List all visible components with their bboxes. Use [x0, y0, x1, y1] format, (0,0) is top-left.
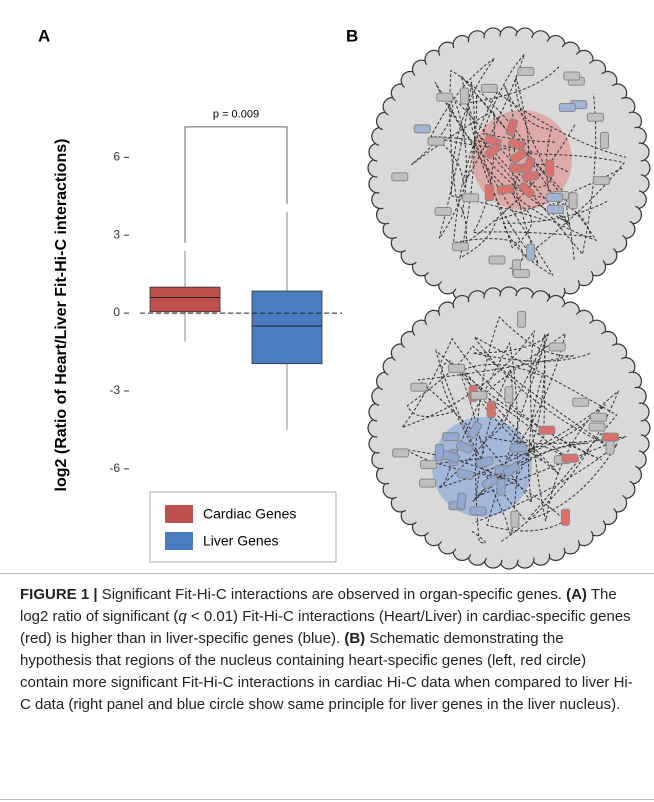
caption-label: (A)	[566, 586, 587, 603]
gene	[434, 443, 444, 461]
gene	[509, 443, 527, 453]
gene	[588, 422, 606, 432]
gene	[484, 184, 494, 202]
gene	[504, 386, 514, 404]
y-tick-label: 3	[113, 227, 120, 241]
gene	[419, 478, 437, 488]
chromatin	[429, 333, 607, 502]
gene	[470, 390, 488, 400]
gene	[467, 421, 483, 439]
y-tick-label: -3	[109, 383, 120, 397]
chromatin	[430, 53, 560, 265]
gene	[484, 143, 502, 159]
gene	[455, 440, 474, 454]
chromatin	[430, 57, 576, 244]
legend-swatch	[165, 505, 193, 523]
caption-symbol: q	[178, 608, 187, 625]
gene	[517, 310, 527, 328]
panel-label: B	[346, 26, 358, 45]
gene	[510, 510, 520, 528]
box	[149, 286, 221, 313]
chromatin	[406, 336, 618, 524]
y-tick-label: -6	[109, 461, 120, 475]
gene	[507, 137, 526, 151]
gene	[560, 508, 570, 526]
gene	[481, 474, 499, 490]
gene	[442, 450, 461, 463]
gene	[512, 268, 530, 278]
gene	[480, 83, 498, 93]
gene	[469, 506, 487, 516]
gene	[496, 478, 506, 496]
caption-label: FIGURE 1 |	[20, 586, 98, 603]
gene	[391, 172, 409, 182]
gene	[413, 124, 431, 134]
gene	[447, 363, 465, 373]
chromatin	[400, 330, 620, 543]
annotation: p = 0.009	[213, 109, 259, 121]
gene	[436, 92, 454, 102]
gene	[545, 159, 555, 177]
chromatin	[410, 93, 597, 256]
panel-label: A	[38, 26, 50, 45]
gene	[459, 87, 469, 105]
legend-frame	[149, 491, 337, 563]
gene	[442, 432, 460, 442]
legend-label: Liver Genes	[203, 533, 278, 549]
caption-text: Significant Fit-Hi-C interactions are ob…	[101, 586, 562, 603]
gene	[476, 455, 494, 469]
gene	[586, 112, 604, 122]
gene	[546, 204, 564, 214]
gene	[538, 425, 556, 435]
schematic	[367, 26, 651, 570]
gene	[420, 460, 438, 470]
y-tick-label: 6	[113, 149, 120, 163]
caption-text: The log2 ratio of significant (	[20, 586, 617, 625]
gene	[427, 136, 445, 146]
gene	[546, 192, 564, 202]
gene	[434, 207, 452, 217]
caption-text: Schematic demonstrating the hypothesis t…	[20, 630, 633, 713]
legend-label: Cardiac Genes	[203, 506, 296, 522]
gene	[561, 453, 579, 463]
gene	[563, 71, 581, 81]
gene	[451, 242, 469, 252]
significance-bracket	[184, 126, 288, 243]
legend-swatch	[165, 532, 193, 550]
gene	[592, 176, 610, 186]
gene	[517, 67, 535, 77]
gene	[496, 184, 515, 195]
gene	[518, 181, 535, 199]
gene	[462, 193, 480, 203]
gene	[456, 468, 474, 481]
gene	[599, 131, 609, 149]
caption-label: (B)	[344, 630, 366, 647]
gene	[590, 412, 608, 422]
gene	[502, 462, 520, 477]
gene	[572, 397, 590, 407]
gene	[456, 492, 467, 510]
gene	[486, 400, 496, 418]
figure: A B log2 (Ratio of Heart/Liver Fit-Hi-C …	[38, 26, 651, 570]
y-axis-label: log2 (Ratio of Heart/Liver Fit-Hi-C inte…	[53, 139, 70, 492]
gene	[505, 118, 519, 137]
gene	[509, 148, 528, 164]
gene	[526, 243, 536, 261]
y-tick-label: 0	[113, 305, 120, 319]
caption: FIGURE 1 | Significant Fit-Hi-C interact…	[0, 573, 654, 800]
gene	[522, 156, 536, 174]
gene	[601, 432, 619, 442]
caption-text: < 0.01) Fit-Hi-C interactions (Heart/Liv…	[20, 608, 631, 647]
gene	[488, 255, 506, 265]
gene	[410, 382, 428, 392]
gene	[558, 102, 576, 112]
gene	[392, 448, 410, 458]
gene	[568, 192, 578, 210]
gene	[548, 342, 566, 352]
box	[251, 290, 323, 365]
